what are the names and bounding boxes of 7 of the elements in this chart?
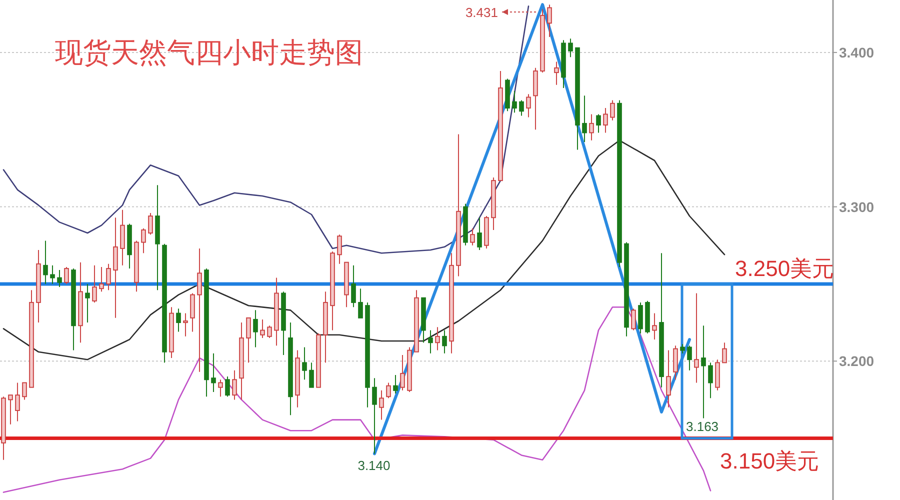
y-tick-label: 3.300 <box>839 198 874 215</box>
text: 现货天然气四小时走势图 <box>55 36 363 69</box>
y-tick-label: 3.200 <box>839 353 874 370</box>
annotation: 3.163 <box>686 419 719 434</box>
annotation: 3.140 <box>358 458 390 473</box>
y-tick-label: 3.400 <box>839 44 874 60</box>
annotation: 3.431 <box>465 5 498 20</box>
